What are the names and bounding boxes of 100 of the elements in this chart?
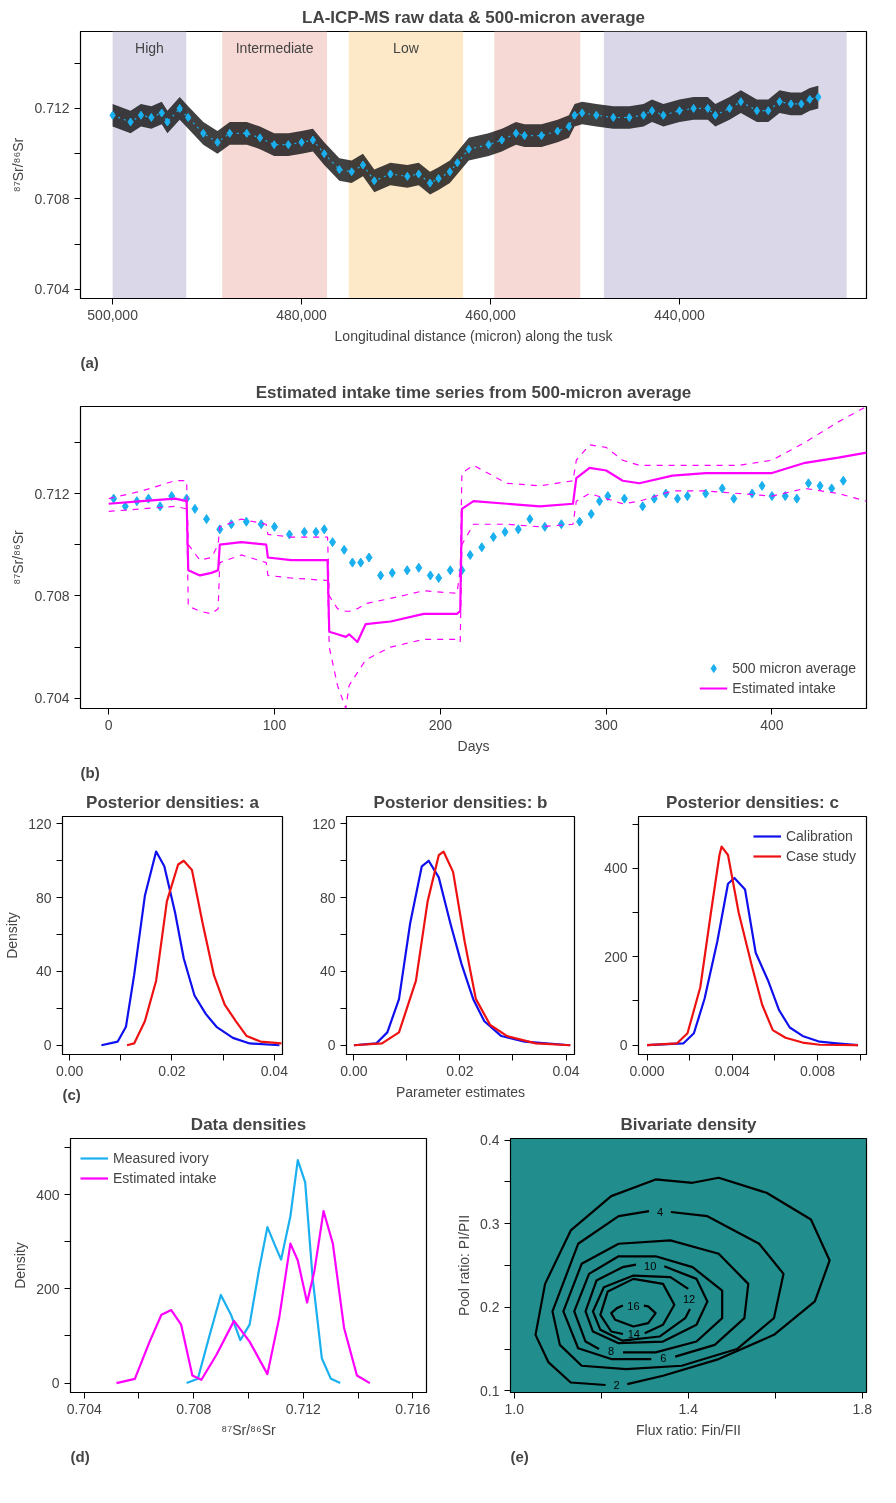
point bbox=[446, 167, 454, 177]
series-label: 10 bbox=[644, 1259, 657, 1272]
legend-label: Case study bbox=[785, 848, 856, 864]
x-tick-label: 0.02 bbox=[158, 1062, 186, 1079]
point bbox=[648, 106, 656, 116]
point bbox=[271, 140, 278, 150]
y-tick-label: 0.708 bbox=[34, 587, 70, 604]
x-tick-label: 300 bbox=[594, 716, 619, 733]
y-tick-label: 0 bbox=[327, 1037, 336, 1054]
line-series bbox=[584, 1263, 709, 1345]
y-tick-label: 40 bbox=[35, 963, 52, 980]
legend-label: Calibration bbox=[785, 828, 853, 844]
chart-title: Posterior densities: b bbox=[373, 792, 548, 812]
y-tick-label: 0.708 bbox=[34, 190, 70, 207]
point bbox=[498, 135, 506, 145]
x-tick-label: 0 bbox=[104, 716, 113, 733]
legend-label: Estimated intake bbox=[732, 680, 836, 696]
point bbox=[256, 133, 264, 143]
y-axis-title: ⁸⁷Sr/⁸⁶Sr bbox=[10, 137, 27, 193]
point bbox=[137, 110, 145, 120]
chart-title: LA-ICP-MS raw data & 500-micron average bbox=[302, 7, 645, 27]
point bbox=[371, 176, 378, 186]
x-tick-label: 500,000 bbox=[87, 306, 139, 323]
point bbox=[712, 110, 719, 120]
x-tick-label: 0.708 bbox=[176, 1400, 212, 1417]
y-tick-label: 0.704 bbox=[34, 281, 70, 298]
x-tick-label: 460,000 bbox=[465, 306, 517, 323]
point bbox=[538, 131, 545, 141]
point bbox=[806, 94, 813, 104]
point bbox=[640, 110, 647, 120]
point bbox=[578, 108, 586, 118]
point bbox=[336, 165, 343, 175]
y-tick-label: 120 bbox=[28, 815, 52, 832]
point bbox=[521, 131, 528, 141]
y-tick-label: 400 bbox=[604, 860, 628, 877]
point bbox=[404, 171, 411, 181]
series-label: 12 bbox=[682, 1292, 696, 1305]
point bbox=[690, 103, 697, 113]
y-tick-label: 0.1 bbox=[480, 1382, 500, 1399]
x-tick-label: 200 bbox=[428, 716, 453, 733]
y-tick-label: 0.704 bbox=[34, 690, 70, 707]
band-label: Low bbox=[393, 39, 420, 56]
chart-title: Posterior densities: c bbox=[666, 792, 839, 812]
x-tick-label: 0.712 bbox=[285, 1400, 321, 1417]
point bbox=[626, 112, 633, 122]
x-tick-label: 0.008 bbox=[799, 1062, 836, 1079]
text: (d) bbox=[70, 1447, 90, 1465]
line-series bbox=[125, 859, 283, 1047]
point bbox=[485, 140, 492, 150]
y-tick-label: 0 bbox=[51, 1375, 60, 1392]
x-tick-label: 0.716 bbox=[395, 1400, 431, 1417]
y-tick-label: 0.3 bbox=[480, 1215, 500, 1232]
y-tick-label: 80 bbox=[35, 889, 52, 906]
point bbox=[753, 106, 761, 116]
y-axis-title: Pool ratio: PI/PII bbox=[456, 1214, 473, 1317]
legend-label: 500 micron average bbox=[732, 660, 856, 676]
point bbox=[435, 174, 442, 184]
y-tick-label: 80 bbox=[319, 889, 336, 906]
y-axis-title: ⁸⁷Sr/⁸⁶Sr bbox=[10, 529, 27, 585]
point bbox=[454, 158, 461, 168]
point bbox=[148, 112, 155, 122]
x-tick-label: 1.8 bbox=[852, 1400, 873, 1417]
point bbox=[200, 128, 207, 138]
x-axis-title: Longitudinal distance (micron) along the tusk bbox=[334, 327, 614, 344]
line-series bbox=[599, 1277, 676, 1336]
y-tick-label: 0.712 bbox=[34, 485, 70, 502]
point bbox=[176, 103, 183, 113]
point bbox=[185, 112, 192, 122]
point bbox=[660, 110, 667, 120]
text: (e) bbox=[510, 1447, 529, 1465]
text: (c) bbox=[62, 1085, 81, 1103]
x-tick-label: 0.00 bbox=[340, 1062, 368, 1079]
y-tick-label: 120 bbox=[312, 815, 336, 832]
x-tick-label: 0.004 bbox=[714, 1062, 750, 1079]
x-tick-label: 0.04 bbox=[552, 1062, 580, 1079]
legend-label: Measured ivory bbox=[113, 1150, 209, 1166]
line-series bbox=[551, 1210, 785, 1371]
y-tick-label: 400 bbox=[36, 1186, 60, 1203]
point bbox=[387, 169, 394, 179]
x-tick-label: 440,000 bbox=[654, 306, 705, 323]
point bbox=[554, 126, 561, 136]
point bbox=[465, 144, 472, 154]
series-label: 4 bbox=[656, 1205, 664, 1218]
point bbox=[109, 110, 116, 120]
legend-label: Estimated intake bbox=[113, 1170, 217, 1186]
line-series bbox=[534, 1176, 831, 1387]
point bbox=[787, 99, 795, 109]
line-series bbox=[645, 845, 860, 1047]
x-tick-label: 1.4 bbox=[678, 1400, 699, 1417]
y-tick-label: 200 bbox=[604, 948, 628, 965]
point bbox=[321, 149, 328, 159]
point bbox=[610, 112, 617, 122]
point bbox=[815, 92, 822, 102]
line-series bbox=[610, 1304, 657, 1328]
chart-title: Estimated intake time series from 500-micron average bbox=[255, 382, 692, 402]
y-tick-label: 0.4 bbox=[480, 1132, 500, 1149]
point bbox=[158, 108, 165, 118]
y-tick-label: 40 bbox=[319, 963, 336, 980]
point bbox=[348, 167, 355, 177]
y-tick-label: 200 bbox=[36, 1280, 60, 1297]
